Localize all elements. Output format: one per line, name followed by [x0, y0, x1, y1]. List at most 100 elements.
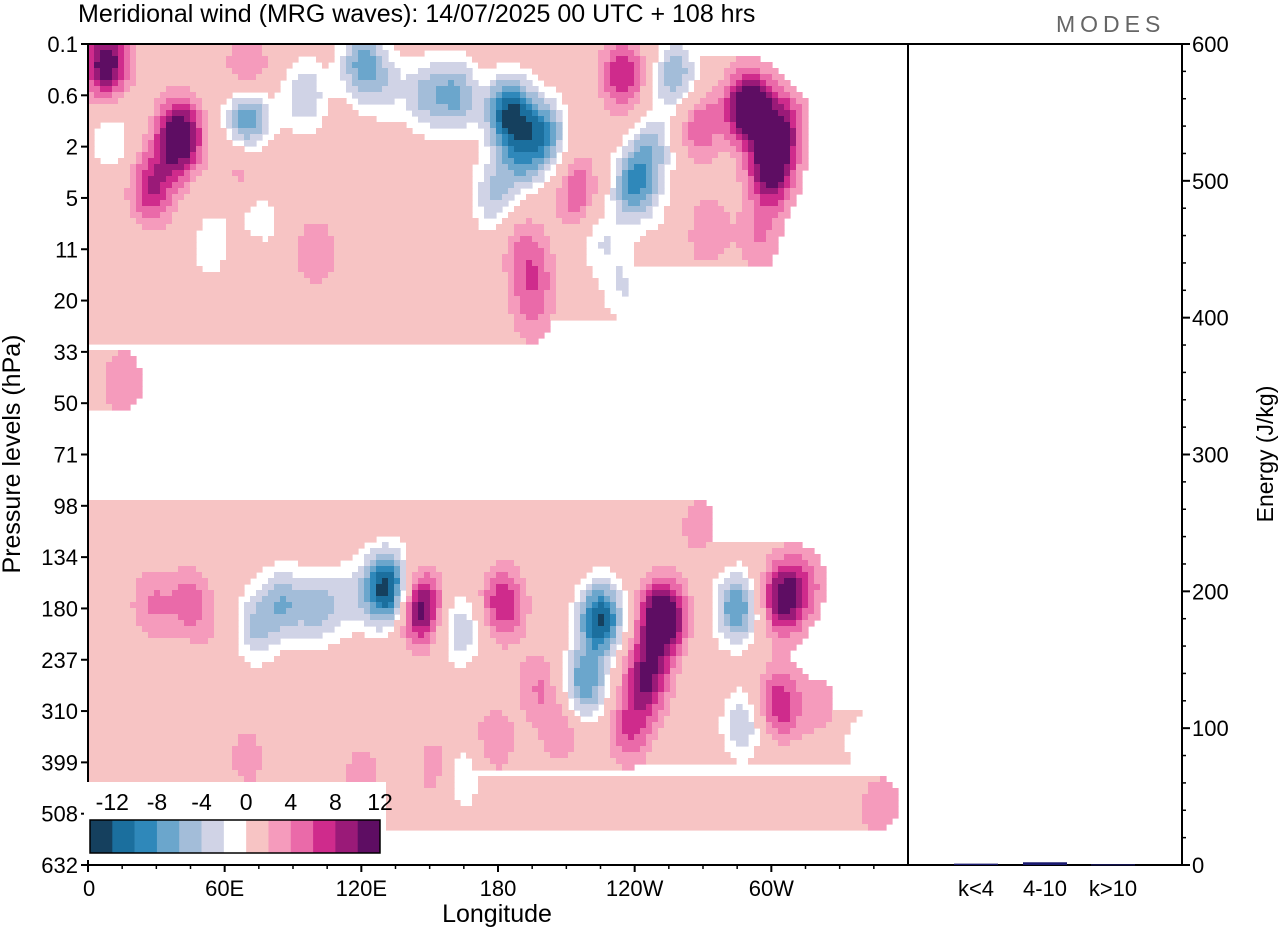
- contour-cell: [436, 602, 443, 609]
- contour-cell: [682, 602, 689, 609]
- contour-cell: [232, 170, 245, 177]
- contour-cell: [802, 734, 845, 741]
- energy-bar: [954, 863, 998, 865]
- contour-cell: [664, 68, 689, 75]
- contour-cell: [778, 608, 791, 615]
- contour-cell: [88, 302, 509, 309]
- contour-cell: [88, 764, 233, 771]
- contour-cell: [190, 176, 197, 183]
- contour-cell: [142, 170, 155, 177]
- contour-cell: [784, 578, 797, 585]
- contour-cell: [490, 182, 515, 189]
- contour-cell: [232, 746, 263, 753]
- contour-cell: [676, 104, 695, 111]
- contour-cell: [586, 638, 593, 645]
- contour-cell: [238, 770, 257, 777]
- contour-cell: [670, 662, 677, 669]
- contour-cell: [94, 56, 101, 63]
- contour-cell: [658, 62, 665, 69]
- contour-cell: [688, 644, 719, 651]
- contour-cell: [142, 212, 161, 219]
- contour-cell: [790, 134, 797, 141]
- contour-cell: [418, 104, 449, 111]
- contour-cell: [550, 104, 557, 111]
- contour-cell: [88, 722, 479, 729]
- contour-cell: [274, 212, 473, 219]
- contour-cell: [730, 572, 743, 579]
- contour-cell: [814, 590, 827, 597]
- contour-cell: [730, 728, 755, 735]
- contour-cell: [256, 122, 263, 129]
- contour-cell: [544, 116, 551, 123]
- contour-cell: [634, 590, 641, 597]
- contour-cell: [244, 632, 251, 639]
- contour-cell: [88, 668, 521, 675]
- contour-cell: [550, 122, 557, 129]
- contour-cell: [766, 692, 773, 699]
- contour-cell: [784, 86, 797, 93]
- contour-cell: [292, 104, 317, 111]
- contour-cell: [730, 620, 743, 627]
- contour-cell: [514, 158, 533, 165]
- contour-cell: [88, 740, 239, 747]
- contour-cell: [532, 128, 545, 135]
- contour-cell: [346, 764, 377, 771]
- pressure-tick-label: 20: [54, 289, 78, 314]
- contour-cell: [520, 614, 527, 621]
- contour-cell: [268, 236, 299, 243]
- contour-cell: [610, 614, 617, 621]
- contour-cell: [202, 110, 209, 117]
- contour-cell: [802, 626, 809, 633]
- contour-cell: [796, 116, 803, 123]
- contour-cell: [202, 128, 209, 135]
- contour-cell: [796, 722, 827, 729]
- contour-cell: [670, 644, 677, 651]
- contour-cell: [562, 152, 611, 159]
- contour-cell: [790, 710, 803, 717]
- contour-cell: [496, 92, 503, 99]
- contour-cell: [400, 608, 407, 615]
- contour-cell: [622, 644, 629, 651]
- contour-cell: [88, 296, 509, 303]
- contour-cell: [634, 608, 641, 615]
- contour-cell: [88, 596, 137, 603]
- contour-cell: [724, 98, 731, 105]
- contour-cell: [784, 170, 791, 177]
- contour-cell: [526, 194, 557, 201]
- contour-cell: [664, 692, 677, 699]
- contour-cell: [412, 590, 419, 597]
- contour-cell: [442, 614, 449, 621]
- contour-cell: [418, 602, 425, 609]
- contour-cell: [634, 626, 641, 633]
- contour-cell: [130, 176, 137, 183]
- contour-cell: [346, 56, 359, 63]
- contour-cell: [538, 170, 545, 177]
- contour-cell: [574, 614, 581, 621]
- contour-cell: [658, 716, 665, 723]
- contour-cell: [544, 158, 551, 165]
- contour-cell: [790, 98, 797, 105]
- contour-cell: [196, 566, 263, 573]
- contour-cell: [388, 80, 419, 87]
- contour-cell: [496, 104, 503, 111]
- contour-cell: [196, 104, 203, 111]
- contour-cell: [160, 146, 167, 153]
- contour-cell: [298, 260, 335, 267]
- contour-cell: [790, 674, 809, 681]
- contour-cell: [568, 716, 581, 723]
- contour-cell: [706, 542, 785, 549]
- contour-cell: [232, 752, 263, 759]
- contour-cell: [598, 68, 605, 75]
- contour-cell: [646, 164, 653, 171]
- contour-cell: [748, 692, 761, 699]
- contour-cell: [394, 560, 401, 567]
- contour-cell: [622, 206, 647, 213]
- contour-cell: [538, 146, 545, 153]
- contour-cell: [580, 596, 587, 603]
- contour-cell: [646, 614, 677, 621]
- contour-cell: [244, 626, 251, 633]
- contour-cell: [154, 128, 161, 135]
- contour-cell: [778, 632, 791, 639]
- contour-cell: [790, 632, 809, 639]
- contour-cell: [238, 110, 257, 117]
